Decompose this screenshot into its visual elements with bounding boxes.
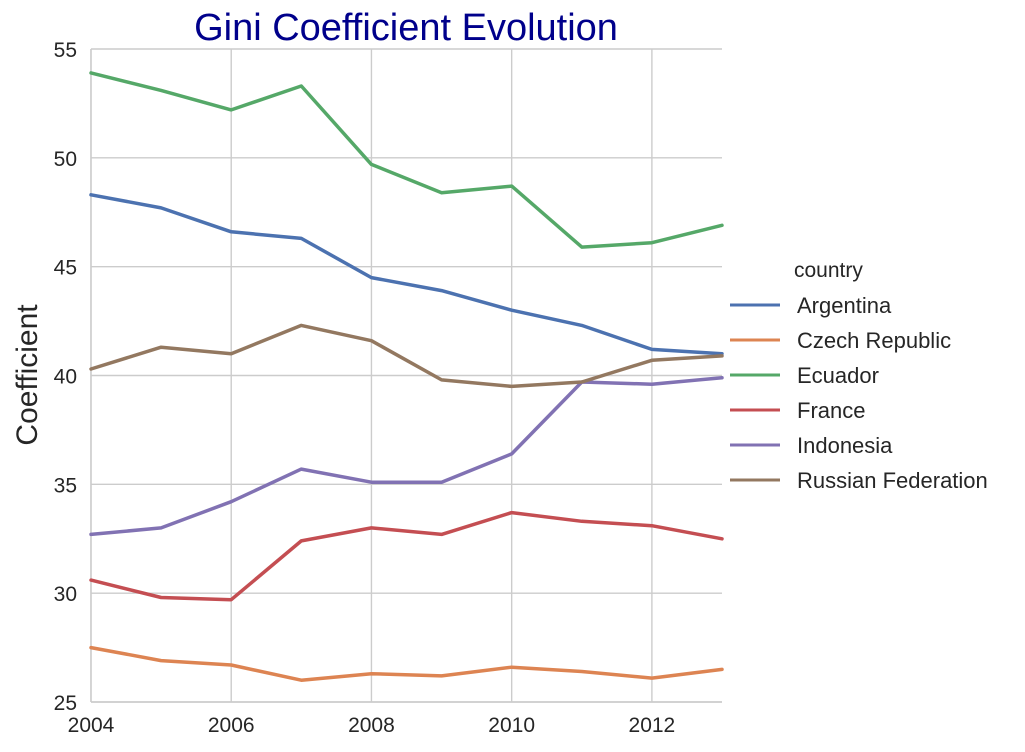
axis-spines — [90, 49, 722, 703]
legend-label-france: France — [797, 398, 865, 423]
x-tick-label: 2008 — [348, 714, 395, 737]
y-tick-label: 30 — [54, 583, 77, 606]
series-line-ecuador — [89, 71, 724, 249]
series-line-france — [89, 510, 724, 602]
x-tick-label: 2010 — [488, 714, 535, 737]
y-tick-label: 45 — [54, 257, 77, 280]
series-line-czech-republic — [89, 645, 724, 682]
y-axis-label: Coefficient — [11, 304, 44, 446]
legend: country Argentina Czech Republic Ecuador Fr… — [730, 259, 988, 493]
y-tick-label: 35 — [54, 474, 77, 497]
y-tick-label: 55 — [54, 39, 77, 62]
series-line-indonesia — [89, 375, 724, 537]
y-tick-label: 40 — [54, 366, 77, 389]
legend-label-argentina: Argentina — [797, 293, 892, 318]
x-tick-label: 2012 — [629, 714, 676, 737]
series-layer — [89, 71, 724, 682]
y-tick-label: 25 — [54, 692, 77, 715]
legend-label-czech-republic: Czech Republic — [797, 328, 951, 353]
legend-label-indonesia: Indonesia — [797, 433, 893, 458]
y-tick-label: 50 — [54, 148, 77, 171]
x-tick-label: 2006 — [208, 714, 255, 737]
x-tick-label: 2004 — [68, 714, 115, 737]
chart-title: Gini Coefficient Evolution — [194, 7, 618, 49]
series-line-russian-federation — [89, 323, 724, 389]
tick-labels: 25 30 35 40 45 50 55 2004 2006 2008 2010 2012 — [54, 39, 676, 737]
legend-label-russian-federation: Russian Federation — [797, 468, 988, 493]
legend-label-ecuador: Ecuador — [797, 363, 879, 388]
grid-layer — [90, 48, 722, 703]
legend-title: country — [794, 259, 863, 282]
series-line-argentina — [89, 193, 724, 356]
